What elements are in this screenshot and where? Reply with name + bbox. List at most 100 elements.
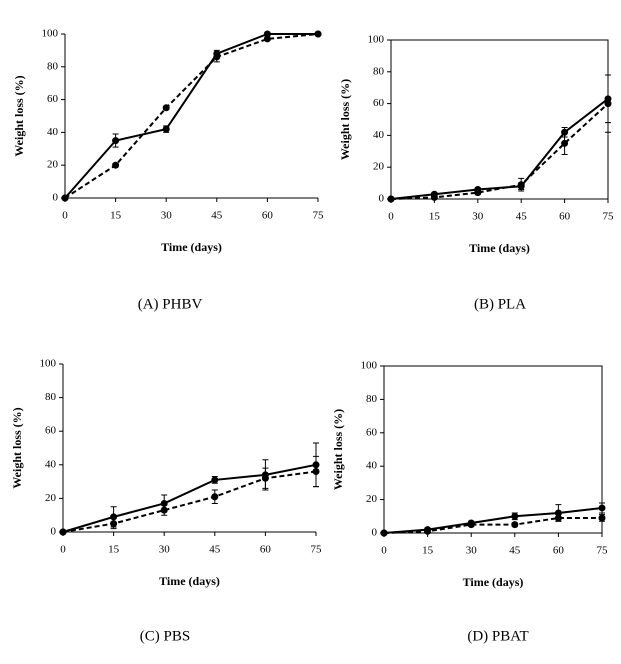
data-point xyxy=(604,100,612,108)
x-tick-label: 60 xyxy=(262,210,274,222)
y-tick-label: 80 xyxy=(47,60,59,72)
y-tick-label: 20 xyxy=(373,161,385,173)
x-tick-label: 30 xyxy=(472,211,484,223)
data-point xyxy=(511,512,519,520)
data-point xyxy=(598,504,606,512)
data-point xyxy=(211,476,219,484)
caption: (B) PLA xyxy=(474,296,526,312)
data-point xyxy=(263,30,271,38)
data-point xyxy=(430,193,438,201)
y-tick-label: 40 xyxy=(47,126,59,138)
data-point xyxy=(598,514,606,522)
data-point xyxy=(112,137,120,145)
y-tick-label: 40 xyxy=(366,460,378,472)
data-point xyxy=(162,104,170,112)
y-tick-label: 40 xyxy=(45,458,57,470)
data-line xyxy=(64,33,319,199)
data-line xyxy=(383,506,603,534)
y-axis-label: Weight loss (%) xyxy=(10,407,24,488)
data-point xyxy=(213,53,221,61)
y-tick-label: 100 xyxy=(368,34,385,46)
data-point xyxy=(312,468,320,476)
data-point xyxy=(467,521,475,529)
x-tick-label: 15 xyxy=(422,545,434,557)
data-point xyxy=(263,35,271,43)
data-point xyxy=(387,195,395,203)
x-tick-label: 45 xyxy=(209,544,221,556)
x-tick-label: 0 xyxy=(388,211,394,223)
x-axis-label: Time (days) xyxy=(161,240,222,254)
y-axis-label: Weight loss (%) xyxy=(12,75,26,156)
x-tick-label: 45 xyxy=(211,210,223,222)
plot-frame xyxy=(390,39,609,200)
x-tick-label: 30 xyxy=(159,544,171,556)
x-tick-label: 75 xyxy=(313,210,325,222)
data-point xyxy=(511,521,519,529)
plot-frame xyxy=(383,365,603,534)
x-tick-label: 60 xyxy=(553,545,565,557)
x-axis-label: Time (days) xyxy=(463,575,524,589)
y-tick-label: 80 xyxy=(45,391,57,403)
x-tick-label: 60 xyxy=(260,544,272,556)
data-point xyxy=(211,493,219,501)
x-tick-label: 60 xyxy=(559,211,571,223)
y-tick-label: 20 xyxy=(366,493,378,505)
data-point xyxy=(474,189,482,197)
y-tick-label: 0 xyxy=(379,193,385,205)
x-tick-label: 0 xyxy=(60,544,66,556)
x-tick-label: 30 xyxy=(161,210,173,222)
data-line xyxy=(62,463,317,533)
x-tick-label: 75 xyxy=(597,545,609,557)
data-point xyxy=(261,474,269,482)
caption: (C) PBS xyxy=(140,628,190,644)
y-tick-label: 0 xyxy=(372,527,378,539)
y-tick-label: 60 xyxy=(366,426,378,438)
y-tick-label: 80 xyxy=(366,393,378,405)
data-point xyxy=(314,30,322,38)
y-tick-label: 80 xyxy=(373,65,385,77)
x-tick-label: 75 xyxy=(311,544,323,556)
data-point xyxy=(561,139,569,147)
y-tick-label: 60 xyxy=(373,97,385,109)
x-tick-label: 15 xyxy=(108,544,120,556)
x-tick-label: 0 xyxy=(62,210,68,222)
y-tick-label: 20 xyxy=(45,492,57,504)
caption: (D) PBAT xyxy=(467,628,528,644)
y-axis-label: Weight loss (%) xyxy=(338,79,352,160)
caption: (A) PHBV xyxy=(138,296,203,312)
data-point xyxy=(554,514,562,522)
y-tick-label: 60 xyxy=(45,425,57,437)
x-tick-label: 15 xyxy=(110,210,122,222)
x-axis-label: Time (days) xyxy=(159,574,220,588)
x-axis-label: Time (days) xyxy=(469,241,530,255)
y-tick-label: 20 xyxy=(47,159,59,171)
y-tick-label: 100 xyxy=(42,28,59,40)
data-point xyxy=(162,125,170,133)
data-line xyxy=(64,33,318,199)
data-point xyxy=(59,528,67,536)
data-point xyxy=(160,506,168,514)
data-point xyxy=(517,181,525,189)
data-line xyxy=(62,470,317,533)
x-tick-label: 30 xyxy=(466,545,478,557)
data-line xyxy=(383,516,602,534)
y-tick-label: 0 xyxy=(51,526,57,538)
y-tick-label: 60 xyxy=(47,93,59,105)
x-tick-label: 45 xyxy=(509,545,521,557)
y-tick-label: 100 xyxy=(361,360,378,372)
y-tick-label: 40 xyxy=(373,129,385,141)
y-tick-label: 0 xyxy=(53,192,59,204)
data-point xyxy=(380,529,388,537)
x-tick-label: 45 xyxy=(516,211,528,223)
y-tick-label: 100 xyxy=(40,358,57,370)
data-point xyxy=(61,194,69,202)
x-tick-label: 15 xyxy=(429,211,441,223)
x-tick-label: 0 xyxy=(381,545,387,557)
data-point xyxy=(110,520,118,528)
x-tick-label: 75 xyxy=(603,211,615,223)
data-line xyxy=(390,102,609,200)
data-point xyxy=(424,527,432,535)
data-point xyxy=(112,161,120,169)
y-axis-label: Weight loss (%) xyxy=(331,409,345,490)
